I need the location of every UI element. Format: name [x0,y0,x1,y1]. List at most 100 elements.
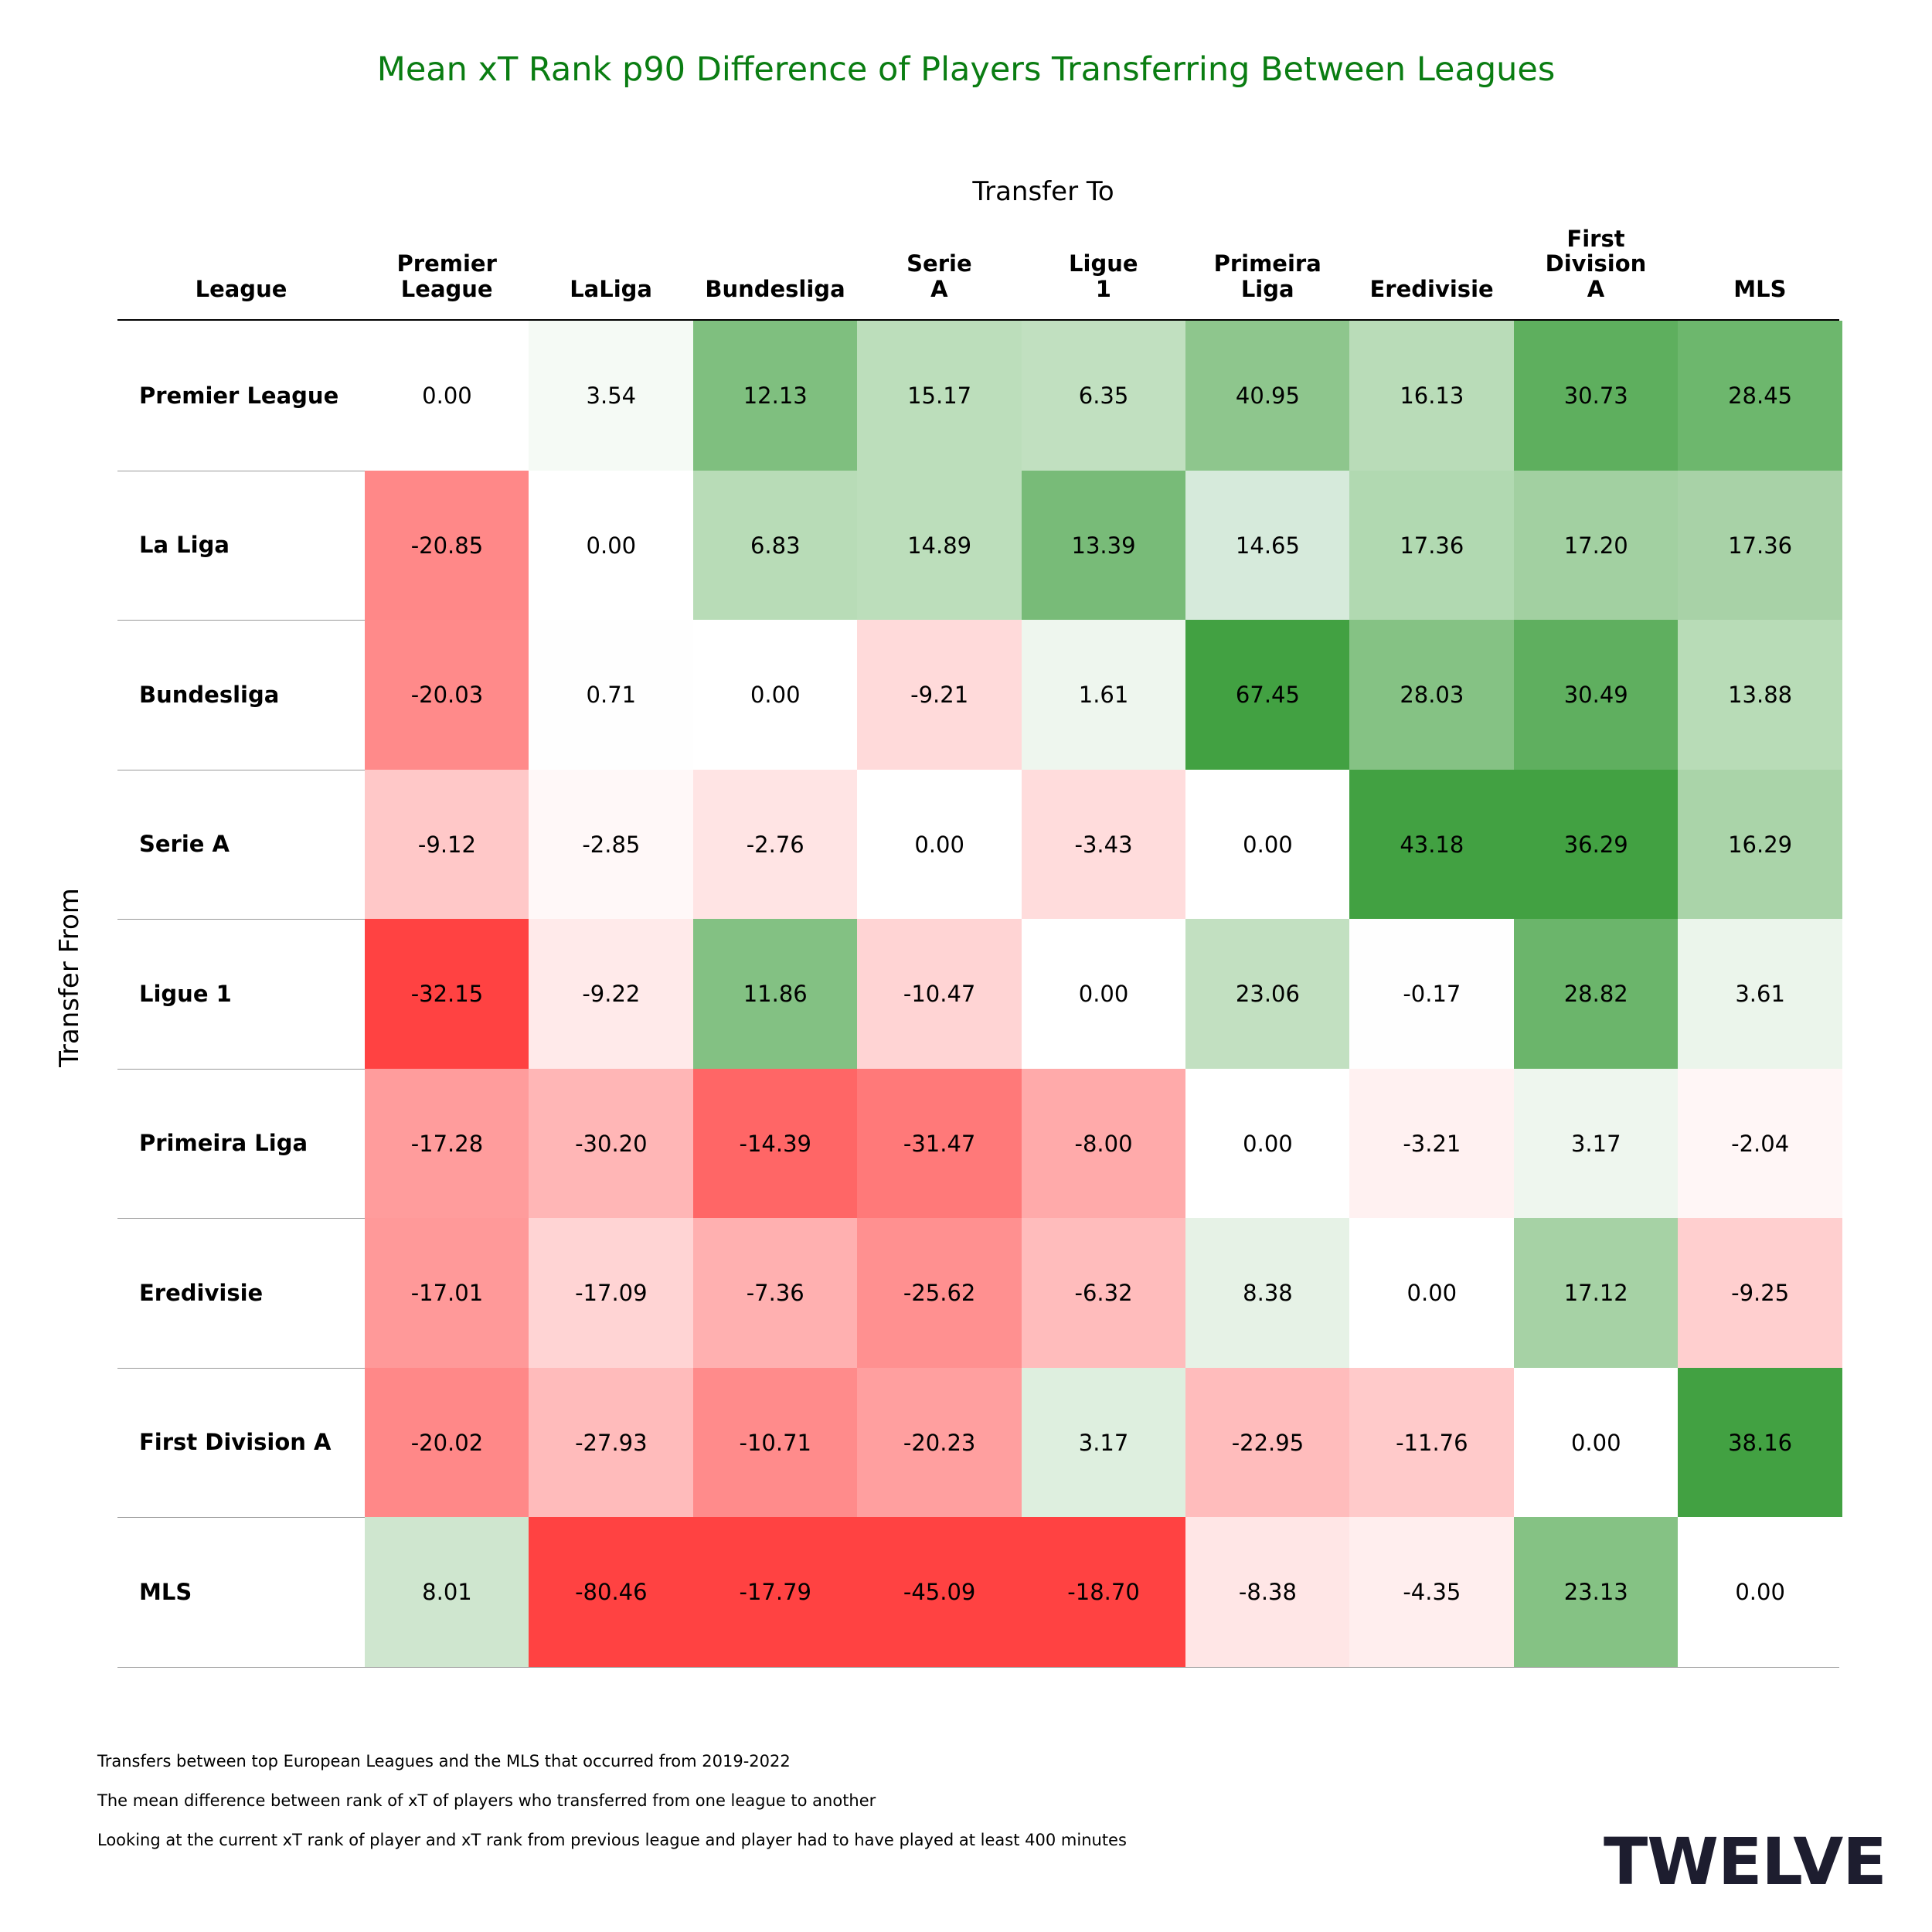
heatmap-cell: 0.00 [857,769,1022,920]
heatmap-cell: 0.00 [1678,1517,1843,1667]
row-group-label: Transfer From [54,888,85,1067]
heatmap-cell: 13.39 [1021,470,1186,621]
heatmap-cell: 0.00 [1185,1068,1350,1219]
row-header: Premier League [139,382,339,409]
column-header: First Division A [1545,225,1647,302]
heatmap-cell: 12.13 [692,321,858,471]
heatmap-cell: -0.17 [1349,919,1515,1069]
column-header: Premier League [396,250,497,302]
header-rule [117,319,1839,321]
heatmap-cell: 6.35 [1021,321,1186,471]
row-header: Primeira Liga [139,1130,308,1156]
heatmap-cell: -9.12 [365,769,529,920]
row-header: Serie A [139,831,230,857]
heatmap-cell: -20.85 [365,470,529,621]
heatmap-cell: 36.29 [1513,769,1679,920]
heatmap-cell: 13.88 [1678,620,1843,770]
row-header: MLS [139,1578,192,1605]
heatmap-cell: 23.06 [1185,919,1350,1069]
column-group-label: Transfer To [972,176,1114,207]
heatmap-cell: -31.47 [857,1068,1022,1219]
heatmap-cell: 28.45 [1678,321,1843,471]
heatmap-cell: -3.43 [1021,769,1186,920]
heatmap-cell: -10.71 [692,1367,858,1518]
heatmap-cell: 0.00 [1185,769,1350,920]
column-header: Eredivisie [1369,275,1494,302]
footnote: The mean difference between rank of xT o… [97,1791,876,1810]
heatmap-cell: -17.01 [365,1218,529,1368]
heatmap-cell: 6.83 [692,470,858,621]
column-header: MLS [1733,275,1787,302]
heatmap-cell: 67.45 [1185,620,1350,770]
heatmap-cell: 16.29 [1678,769,1843,920]
heatmap-cell: 23.13 [1513,1517,1679,1667]
heatmap-cell: 14.65 [1185,470,1350,621]
heatmap-cell: -2.76 [692,769,858,920]
heatmap-cell: -9.21 [857,620,1022,770]
heatmap-cell: 0.00 [1349,1218,1515,1368]
heatmap-cell: -11.76 [1349,1367,1515,1518]
heatmap-cell: -17.09 [529,1218,694,1368]
heatmap-cell: -2.04 [1678,1068,1843,1219]
heatmap-cell: -2.85 [529,769,694,920]
heatmap-cell: -45.09 [857,1517,1022,1667]
heatmap-cell: -8.38 [1185,1517,1350,1667]
heatmap-cell: 1.61 [1021,620,1186,770]
heatmap-cell: 17.36 [1349,470,1515,621]
footnote: Looking at the current xT rank of player… [97,1831,1127,1849]
heatmap-cell: 11.86 [692,919,858,1069]
row-header: Eredivisie [139,1279,264,1306]
heatmap-cell: -7.36 [692,1218,858,1368]
column-header: Primeira Liga [1213,250,1321,302]
heatmap-cell: 40.95 [1185,321,1350,471]
heatmap-cell: 0.00 [1021,919,1186,1069]
heatmap-cell: -20.03 [365,620,529,770]
heatmap-cell: 3.61 [1678,919,1843,1069]
heatmap-cell: 28.82 [1513,919,1679,1069]
heatmap-cell: 30.73 [1513,321,1679,471]
column-header: Ligue 1 [1069,250,1138,302]
heatmap-cell: -25.62 [857,1218,1022,1368]
heatmap-cell: 28.03 [1349,620,1515,770]
row-header: Ligue 1 [139,980,232,1007]
heatmap-cell: 17.36 [1678,470,1843,621]
heatmap-cell: 16.13 [1349,321,1515,471]
heatmap-cell: 17.20 [1513,470,1679,621]
heatmap-cell: 43.18 [1349,769,1515,920]
row-separator [117,1666,1839,1668]
heatmap-cell: 38.16 [1678,1367,1843,1518]
footnote: Transfers between top European Leagues a… [97,1752,791,1770]
heatmap-cell: 8.38 [1185,1218,1350,1368]
heatmap-cell: 8.01 [365,1517,529,1667]
heatmap-cell: 17.12 [1513,1218,1679,1368]
heatmap-cell: -6.32 [1021,1218,1186,1368]
heatmap-cell: -80.46 [529,1517,694,1667]
column-header: LaLiga [570,275,652,302]
heatmap-cell: 0.00 [1513,1367,1679,1518]
heatmap-cell: 30.49 [1513,620,1679,770]
heatmap-cell: -27.93 [529,1367,694,1518]
row-header: Bundesliga [139,681,280,708]
heatmap-cell: -30.20 [529,1068,694,1219]
heatmap-cell: -18.70 [1021,1517,1186,1667]
heatmap-cell: 0.00 [692,620,858,770]
heatmap-cell: -8.00 [1021,1068,1186,1219]
heatmap-cell: -17.28 [365,1068,529,1219]
heatmap-cell: -3.21 [1349,1068,1515,1219]
heatmap-cell: 0.00 [529,470,694,621]
heatmap-cell: -10.47 [857,919,1022,1069]
heatmap-cell: 3.54 [529,321,694,471]
heatmap-cell: -20.23 [857,1367,1022,1518]
heatmap-cell: 14.89 [857,470,1022,621]
heatmap-cell: -22.95 [1185,1367,1350,1518]
corner-header: League [195,275,287,302]
heatmap-cell: 0.71 [529,620,694,770]
heatmap-cell: -14.39 [692,1068,858,1219]
chart-title: Mean xT Rank p90 Difference of Players T… [376,50,1556,89]
heatmap-cell: 3.17 [1513,1068,1679,1219]
heatmap-cell: -17.79 [692,1517,858,1667]
heatmap-cell: 0.00 [365,321,529,471]
heatmap-cell: -9.22 [529,919,694,1069]
heatmap-cell: -4.35 [1349,1517,1515,1667]
row-header: First Division A [139,1429,332,1455]
